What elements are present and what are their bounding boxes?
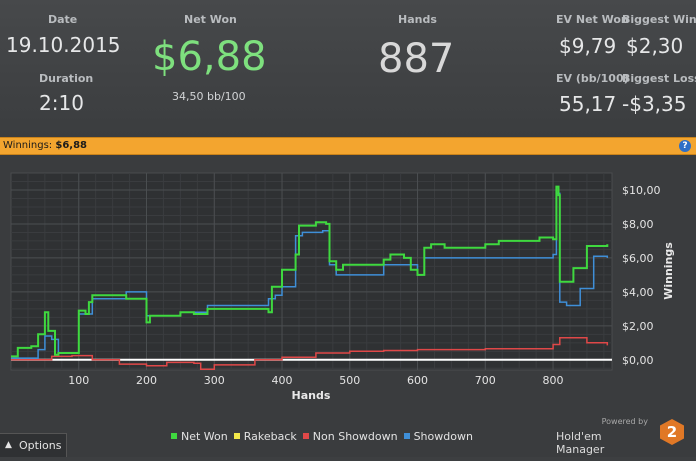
- y-tick-label: $0,00: [622, 354, 654, 367]
- y-tick-label: $2,00: [622, 320, 654, 333]
- winnings-bar-label: Winnings:: [3, 140, 53, 151]
- x-tick-label: 600: [407, 374, 428, 387]
- legend-label: Showdown: [413, 430, 473, 443]
- duration-label: Duration: [39, 72, 94, 85]
- legend-label: Net Won: [181, 430, 228, 443]
- legend-item-rakeback[interactable]: Rakeback: [233, 430, 297, 443]
- x-tick-label: 100: [68, 374, 89, 387]
- x-tick-label: 400: [272, 374, 293, 387]
- net-won-bb100: 34,50 bb/100: [172, 90, 246, 103]
- y-tick-label: $8,00: [622, 218, 654, 231]
- net-won-label: Net Won: [184, 13, 237, 26]
- y-tick-label: $10,00: [622, 184, 661, 197]
- y-tick-label: $4,00: [622, 286, 654, 299]
- stats-panel: Date 19.10.2015 Duration 2:10 Net Won $6…: [0, 0, 696, 138]
- brand-name: Hold'em Manager: [556, 430, 605, 456]
- legend-item-net-won[interactable]: Net Won: [171, 430, 228, 443]
- caret-up-icon: ▲: [5, 440, 12, 450]
- legend-swatch: [403, 433, 410, 439]
- y-tick-label: $6,00: [622, 252, 654, 265]
- winnings-bar-value: $6,88: [55, 140, 87, 151]
- hands-value: 887: [378, 36, 455, 82]
- date-label: Date: [48, 13, 78, 26]
- legend-swatch: [302, 433, 309, 439]
- options-button[interactable]: ▲ Options: [0, 433, 67, 457]
- legend-label: Non Showdown: [312, 430, 398, 443]
- x-axis-label: Hands: [292, 389, 331, 402]
- biggest-win-value: $2,30: [626, 34, 684, 58]
- brand: Powered by Hold'em Manager 2: [556, 417, 688, 456]
- legend-item-non-showdown[interactable]: Non Showdown: [302, 430, 398, 443]
- winnings-bar-text: Winnings: $6,88: [3, 138, 87, 154]
- hands-label: Hands: [398, 13, 437, 26]
- chart-legend: Net Won Rakeback Non Showdown Showdown: [171, 430, 479, 446]
- ev-bb100-label: EV (bb/100): [556, 72, 629, 85]
- x-tick-label: 800: [543, 374, 564, 387]
- x-tick-label: 300: [204, 374, 225, 387]
- plot-area: [10, 172, 613, 371]
- series-line-net-won: [11, 185, 609, 358]
- ev-net-won-label: EV Net Won: [556, 13, 629, 26]
- brand-logo-icon: 2: [660, 419, 684, 445]
- options-label: Options: [19, 439, 62, 452]
- series-line-non-showdown: [11, 336, 609, 370]
- biggest-win-label: Biggest Win: [622, 13, 696, 26]
- series-group: [11, 185, 612, 370]
- chart-panel: 100 200 300 400 500 600 700 800 $0,00 $2,00 $4,00…: [0, 155, 696, 457]
- y-axis-ticks: $0,00 $2,00 $4,00 $6,00 $8,00 $10,00: [622, 184, 661, 367]
- ev-bb100-value: 55,17: [559, 92, 617, 116]
- x-tick-label: 700: [475, 374, 496, 387]
- question-icon[interactable]: ?: [679, 140, 691, 152]
- biggest-loss-value: -$3,35: [622, 92, 687, 116]
- grid: [11, 173, 612, 370]
- brand-powered-by: Powered by: [601, 417, 648, 426]
- ev-net-won-value: $9,79: [559, 34, 617, 58]
- y-axis-label: Winnings: [662, 242, 675, 300]
- biggest-loss-label: Biggest Loss: [622, 72, 696, 85]
- net-won-value: $6,88: [152, 34, 267, 80]
- legend-swatch: [171, 433, 177, 439]
- x-tick-label: 500: [339, 374, 360, 387]
- duration-value: 2:10: [39, 91, 84, 115]
- date-value: 19.10.2015: [6, 33, 121, 57]
- legend-swatch: [233, 433, 240, 439]
- x-axis-ticks: 100 200 300 400 500 600 700 800: [68, 374, 563, 387]
- legend-label: Rakeback: [243, 430, 297, 443]
- winnings-chart: 100 200 300 400 500 600 700 800 $0,00 $2,00 $4,00…: [10, 172, 675, 402]
- winnings-bar: Winnings: $6,88 ?: [0, 137, 696, 155]
- legend-item-showdown[interactable]: Showdown: [403, 430, 473, 443]
- x-tick-label: 200: [136, 374, 157, 387]
